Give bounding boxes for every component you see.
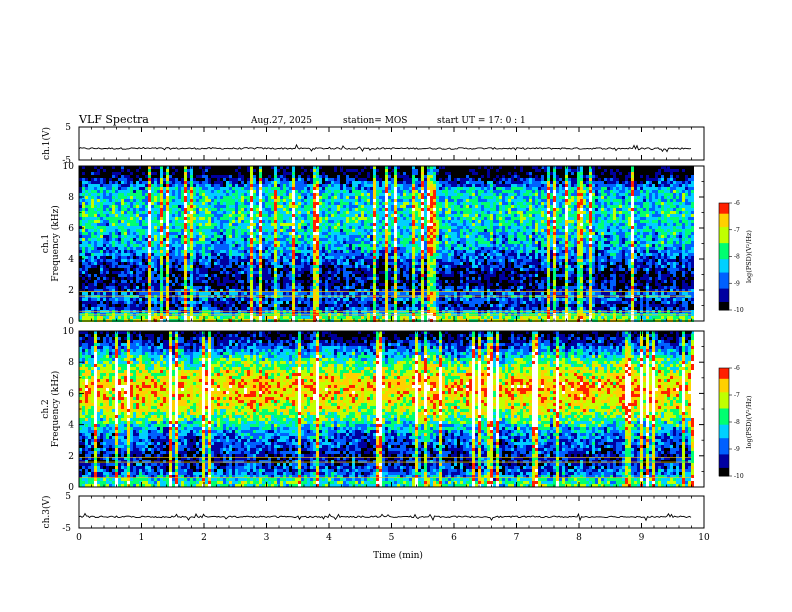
y-axis-label: ch.1(V) <box>41 127 52 160</box>
ch1-waveform-trace <box>78 143 692 153</box>
colorbar-tick-label: -9 <box>734 446 740 453</box>
colorbar-tick-label: -10 <box>734 473 744 480</box>
date-label: Aug.27, 2025 <box>250 116 312 126</box>
x-tick-label: 9 <box>639 533 645 543</box>
x-tick-label: 7 <box>514 533 520 543</box>
x-tick-label: 0 <box>76 533 82 543</box>
colorbar-tick-label: -6 <box>734 200 740 207</box>
y-tick-label: 8 <box>68 193 74 203</box>
y-axis-label: Frequency (kHz) <box>50 205 61 282</box>
x-tick-label: 2 <box>201 533 207 543</box>
y-tick-label: 10 <box>63 162 75 172</box>
colorbar-label: log(PSD)(V²/Hz) <box>745 395 753 448</box>
start-time-label: start UT = 17: 0 : 1 <box>437 116 526 126</box>
figure-title: VLF Spectra <box>78 113 149 126</box>
colorbar <box>719 203 729 311</box>
y-tick-label: 5 <box>65 123 71 133</box>
x-tick-label: 1 <box>139 533 145 543</box>
y-tick-label: 0 <box>68 483 74 493</box>
y-tick-label: 6 <box>68 389 74 399</box>
channel-label: ch.2 <box>41 399 51 418</box>
y-tick-label: -5 <box>62 524 71 534</box>
y-tick-label: 8 <box>68 358 74 368</box>
channel-label: ch.1 <box>41 234 51 253</box>
x-tick-label: 8 <box>576 533 582 543</box>
ch3-waveform-trace <box>78 512 692 522</box>
y-tick-label: 5 <box>65 492 71 502</box>
x-axis-label: Time (min) <box>373 550 423 561</box>
colorbar-tick-label: -8 <box>734 254 740 261</box>
x-tick-label: 4 <box>326 533 332 543</box>
y-axis-label: Frequency (kHz) <box>50 371 61 448</box>
x-tick-label: 10 <box>698 533 710 543</box>
y-tick-label: -5 <box>62 156 71 166</box>
colorbar-tick-label: -9 <box>734 280 740 287</box>
colorbar-label: log(PSD)(V²/Hz) <box>745 230 753 283</box>
colorbar-tick-label: -8 <box>734 419 740 426</box>
station-label: station= MOS <box>343 116 407 126</box>
y-tick-label: 0 <box>68 317 74 327</box>
y-tick-label: 4 <box>68 255 74 265</box>
x-tick-label: 3 <box>264 533 270 543</box>
ch1-waveform-frame <box>78 126 705 161</box>
y-tick-label: 2 <box>68 286 74 296</box>
colorbar-tick-label: -6 <box>734 365 740 372</box>
y-tick-label: 2 <box>68 452 74 462</box>
x-tick-label: 6 <box>451 533 457 543</box>
ch3-waveform-frame <box>78 495 705 529</box>
colorbar-tick-label: -7 <box>734 392 740 399</box>
colorbar-tick-label: -10 <box>734 307 744 314</box>
y-tick-label: 6 <box>68 224 74 234</box>
y-tick-label: 10 <box>63 327 75 337</box>
ch2-spectrogram <box>79 331 694 487</box>
y-tick-label: 4 <box>68 421 74 431</box>
y-axis-label: ch.3(V) <box>41 496 52 529</box>
colorbar <box>719 368 729 477</box>
colorbar-tick-label: -7 <box>734 227 740 234</box>
ch1-spectrogram <box>79 166 694 322</box>
x-tick-label: 5 <box>389 533 395 543</box>
